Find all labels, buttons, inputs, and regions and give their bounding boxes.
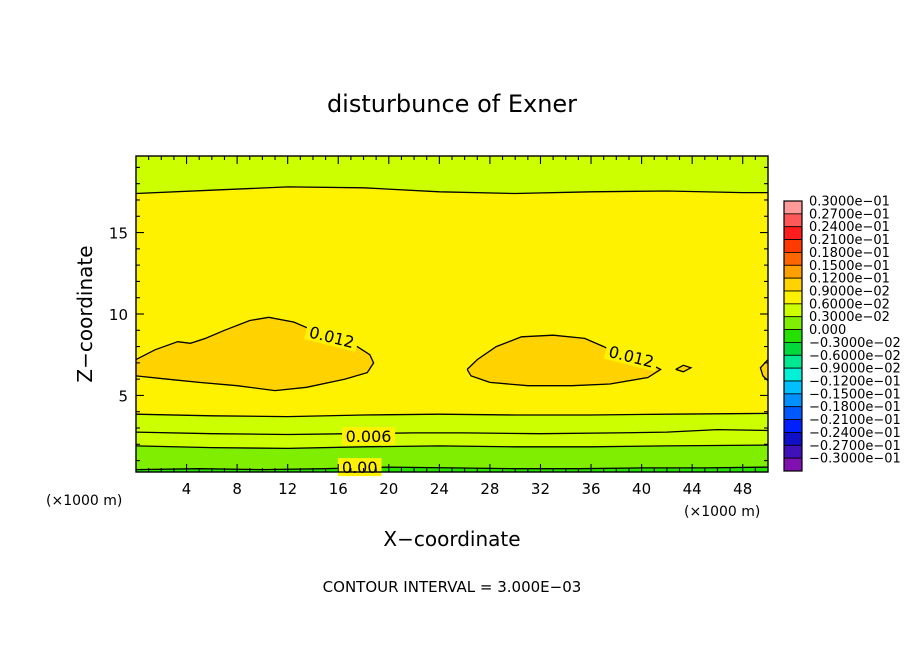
- colorbar-label: −0.2400e−01: [809, 426, 901, 441]
- colorbar-label: −0.1200e−01: [809, 375, 901, 390]
- colorbar-swatch: [783, 380, 803, 395]
- colorbar-label: 0.3000e−02: [809, 310, 890, 325]
- colorbar-swatch: [783, 316, 803, 330]
- colorbar-swatch: [783, 213, 803, 228]
- x-tick-label: 8: [232, 480, 242, 498]
- contour-line-3: [135, 428, 769, 436]
- x-axis: 4 8 12 16 20 24 28 32 36 40 44 48: [148, 156, 756, 498]
- x-tick-label: 44: [683, 480, 702, 498]
- contour-line-8: [759, 359, 769, 382]
- contour-label-bg-2: [603, 341, 660, 372]
- colorbar-label: −0.1800e−01: [809, 400, 901, 415]
- x-tick-label: 28: [480, 480, 499, 498]
- colorbar-swatch: [783, 329, 803, 343]
- y-axis-label: Z−coordinate: [73, 245, 97, 382]
- contour-label-3: 0.006: [346, 427, 392, 446]
- colorbar-swatch: [783, 264, 803, 279]
- field-core-2: [467, 335, 661, 386]
- y-tick-label: 15: [109, 225, 128, 243]
- y-tick-label: 10: [109, 306, 128, 324]
- contour-label-bg-3: [342, 427, 396, 446]
- contour-label-4: 0.00: [342, 458, 378, 477]
- contour-interval-note: CONTOUR INTERVAL = 3.000E−03: [323, 578, 582, 596]
- plot-area: [136, 156, 768, 472]
- colorbar-label: 0.3000e−01: [809, 195, 890, 210]
- x-tick-label: 20: [379, 480, 398, 498]
- colorbar-swatch: [783, 252, 803, 266]
- colorbar-swatch: [783, 290, 803, 305]
- field-core-4: [760, 359, 768, 381]
- colorbar-swatch: [783, 303, 803, 318]
- colorbar-label: 0.2100e−01: [809, 233, 890, 248]
- colorbar-swatch: [783, 457, 803, 472]
- colorbar-swatch: [783, 393, 803, 408]
- colorbar-label: 0.1800e−01: [809, 246, 890, 261]
- colorbar-label: 0.6000e−02: [809, 297, 890, 312]
- colorbar-label: −0.2100e−01: [809, 413, 901, 428]
- colorbar-legend: 0.3000e−010.2700e−010.2400e−010.2100e−01…: [783, 195, 901, 472]
- x-tick-label: 32: [531, 480, 550, 498]
- colorbar-frame: [783, 200, 803, 472]
- colorbar-label: −0.1500e−01: [809, 387, 901, 402]
- contour-lines: [135, 186, 769, 471]
- x-axis-label: X−coordinate: [383, 527, 520, 551]
- contour-line-4: [135, 412, 769, 418]
- y-axis: 5 10 15: [109, 166, 768, 462]
- colorbar-swatch: [783, 277, 803, 292]
- colorbar-label: −0.2700e−01: [809, 439, 901, 454]
- contour-line-7: [675, 364, 693, 373]
- x-tick-label: 48: [733, 480, 752, 498]
- x-tick-label: 16: [329, 480, 348, 498]
- colorbar-swatch: [783, 367, 803, 382]
- x-tick-label: 4: [182, 480, 192, 498]
- colorbar-label: −0.6000e−02: [809, 349, 901, 364]
- x-tick-label: 24: [430, 480, 449, 498]
- contour-line-9: [135, 186, 768, 195]
- contour-line-1: [135, 466, 769, 471]
- colorbar-swatch: [783, 354, 803, 369]
- x-unit-right: (×1000 m): [684, 504, 760, 520]
- x-unit-left: (×1000 m): [46, 493, 122, 509]
- contour-label-bg-1: [304, 321, 360, 352]
- x-tick-label: 40: [632, 480, 651, 498]
- colorbar-swatch: [783, 342, 803, 356]
- colorbar-swatch: [783, 432, 803, 446]
- y-tick-label: 5: [118, 387, 128, 405]
- colorbar-label: 0.2700e−01: [809, 207, 890, 222]
- field-band-lower-2: [136, 445, 768, 472]
- colorbar-label: 0.000: [809, 323, 846, 338]
- colorbar-swatch: [783, 419, 803, 433]
- colorbar-swatch: [783, 239, 803, 253]
- colorbar-swatch: [783, 444, 803, 459]
- colorbar-label: 0.1500e−01: [809, 259, 890, 274]
- colorbar-label: 0.9000e−02: [809, 285, 890, 300]
- colorbar-swatch: [783, 406, 803, 420]
- colorbar-label: −0.3000e−01: [809, 452, 901, 467]
- colorbar-label: −0.3000e−02: [809, 336, 901, 351]
- chart-title: disturbunce of Exner: [327, 90, 577, 118]
- colorbar-swatch: [783, 200, 803, 215]
- colorbar-label: −0.9000e−02: [809, 362, 901, 377]
- colorbar-label: 0.2400e−01: [809, 220, 890, 235]
- contour-line-2: [135, 444, 769, 450]
- x-tick-label: 12: [278, 480, 297, 498]
- colorbar-swatch: [783, 226, 803, 240]
- colorbar-label: 0.1200e−01: [809, 272, 890, 287]
- x-tick-label: 36: [581, 480, 600, 498]
